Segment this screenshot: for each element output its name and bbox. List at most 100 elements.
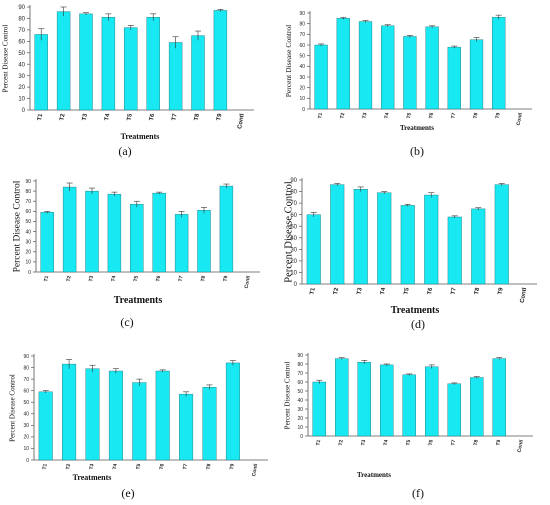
x-tick-label: T1 xyxy=(315,439,322,446)
chart-svg-a: 0 10 20 30 40 50 60 70 80 90 T1 T2 T3 T4 T5 T6 T7 T8 T9 Con… xyxy=(2,5,254,141)
y-tick-label: 50 xyxy=(297,389,303,395)
y-tick-label: 80 xyxy=(23,365,29,371)
x-tick-label: Contl xyxy=(520,287,529,303)
x-tick-label: T1 xyxy=(310,287,317,296)
x-tick-label: T1 xyxy=(317,112,324,119)
y-tick-label: 20 xyxy=(299,85,305,91)
bar-t6 xyxy=(146,17,160,111)
y-tick-label: 60 xyxy=(299,43,305,49)
y-tick-label: 70 xyxy=(23,377,29,383)
bar-t3 xyxy=(357,362,371,437)
y-tick-label: 60 xyxy=(297,380,303,386)
y-tick-label: 80 xyxy=(290,190,297,196)
y-tick-label: 70 xyxy=(25,199,31,205)
x-tick-label: T5 xyxy=(404,287,411,296)
x-axis-label: Treatments xyxy=(121,132,160,141)
bar-t8 xyxy=(469,39,484,110)
x-tick-label: T5 xyxy=(405,439,412,446)
x-tick-label: T5 xyxy=(133,275,140,282)
y-tick-label: 70 xyxy=(297,371,303,377)
bar-t1 xyxy=(38,391,53,461)
y-tick-label: 90 xyxy=(23,354,29,360)
bar-t1 xyxy=(40,212,54,273)
x-axis-label: Treatments xyxy=(400,124,434,132)
x-tick-label: T4 xyxy=(384,112,391,119)
bar-t4 xyxy=(107,193,122,273)
panel-label-b: (b) xyxy=(410,144,424,158)
bar-t6 xyxy=(424,194,439,285)
x-tick-label: T5 xyxy=(406,112,413,119)
bar-t8 xyxy=(191,35,205,111)
y-tick-label: 0 xyxy=(294,282,298,288)
y-tick-label: 70 xyxy=(18,28,25,34)
x-tick-label: T3 xyxy=(357,287,364,296)
x-tick-label: T6 xyxy=(428,439,435,446)
x-tick-label: T7 xyxy=(450,112,457,119)
y-tick-label: 30 xyxy=(23,423,29,429)
y-tick-label: 50 xyxy=(290,224,297,230)
y-tick-label: 10 xyxy=(299,96,305,102)
y-tick-label: 50 xyxy=(299,53,305,59)
x-tick-label: T3 xyxy=(89,463,96,470)
panel-label-a: (a) xyxy=(118,144,132,158)
x-tick-label: T3 xyxy=(88,275,95,282)
y-tick-label: 20 xyxy=(290,259,297,265)
x-tick-label: T8 xyxy=(194,113,201,122)
panel-label-c: (c) xyxy=(120,315,134,329)
y-tick-label: 30 xyxy=(299,75,305,81)
bar-t4 xyxy=(101,17,116,111)
y-tick-label: 20 xyxy=(297,416,303,422)
y-tick-label: 30 xyxy=(18,74,25,80)
x-tick-label: T9 xyxy=(229,463,236,470)
x-tick-label: T2 xyxy=(338,439,345,446)
bar-t8 xyxy=(471,208,486,285)
x-tick-label: T6 xyxy=(427,287,434,296)
bar-t7 xyxy=(179,393,194,461)
bar-t2 xyxy=(336,18,350,110)
bar-t5 xyxy=(403,36,417,110)
x-tick-label: Contl xyxy=(516,112,524,126)
bar-t4 xyxy=(377,192,392,285)
bar-t9 xyxy=(492,17,506,110)
bar-t2 xyxy=(56,11,71,111)
x-tick-label: T2 xyxy=(333,287,340,296)
x-tick-label: T4 xyxy=(383,439,390,446)
x-axis-label: Treatments xyxy=(391,305,440,316)
x-axis-label: Treatments xyxy=(357,471,391,479)
bar-t2 xyxy=(62,186,77,273)
x-axis-label: Treatments xyxy=(73,473,112,482)
y-tick-label: 10 xyxy=(25,260,31,266)
y-axis-label: Percent Disease Control xyxy=(283,181,294,283)
chart-panel-f: 0 10 20 30 40 50 60 70 80 90 T1 T2 T3 T4 T5 T6 T7 T8 T9 Con… xyxy=(275,336,550,505)
x-tick-label: T2 xyxy=(59,113,66,122)
bar-t4 xyxy=(380,364,394,437)
chart-svg-c: 0 10 20 30 40 50 60 70 80 90 T1 T2 T3 T4 T5 T6 T7 T8 T9 Con… xyxy=(13,179,260,306)
bar-t6 xyxy=(425,26,439,110)
y-tick-label: 30 xyxy=(25,239,31,245)
y-tick-label: 70 xyxy=(299,32,305,38)
bar-t1 xyxy=(312,381,326,437)
y-tick-label: 60 xyxy=(23,388,29,394)
y-tick-label: 0 xyxy=(302,107,305,113)
bar-t2 xyxy=(62,363,77,461)
y-tick-label: 90 xyxy=(290,178,297,184)
bar-t6 xyxy=(155,370,170,461)
bar-t2 xyxy=(335,358,349,437)
x-tick-label: T2 xyxy=(65,463,72,470)
x-tick-label: T8 xyxy=(474,287,481,296)
bar-t7 xyxy=(447,216,462,285)
y-axis-label: Percent Disease Control xyxy=(284,362,292,430)
y-axis-label: Percent Disease Control xyxy=(13,180,23,272)
x-tick-label: T2 xyxy=(339,112,346,119)
y-tick-label: 40 xyxy=(18,62,25,68)
bar-t1 xyxy=(34,34,48,111)
bar-t5 xyxy=(124,27,138,111)
y-tick-label: 80 xyxy=(25,189,31,195)
x-tick-label: T9 xyxy=(498,287,505,296)
chart-svg-b: 0 10 20 30 40 50 60 70 80 90 T1 T2 T3 T4 T5 T6 T7 T8 T9 Con… xyxy=(284,11,532,132)
x-tick-label: T8 xyxy=(200,275,207,282)
chart-svg-d: 0 10 20 30 40 50 60 70 80 90 T1 T2 T3 T4 T5 T6 T7 T8 T9 Con… xyxy=(283,178,537,316)
bar-t8 xyxy=(197,210,211,273)
bar-t7 xyxy=(168,42,183,111)
panel-label-e: (e) xyxy=(121,486,135,500)
